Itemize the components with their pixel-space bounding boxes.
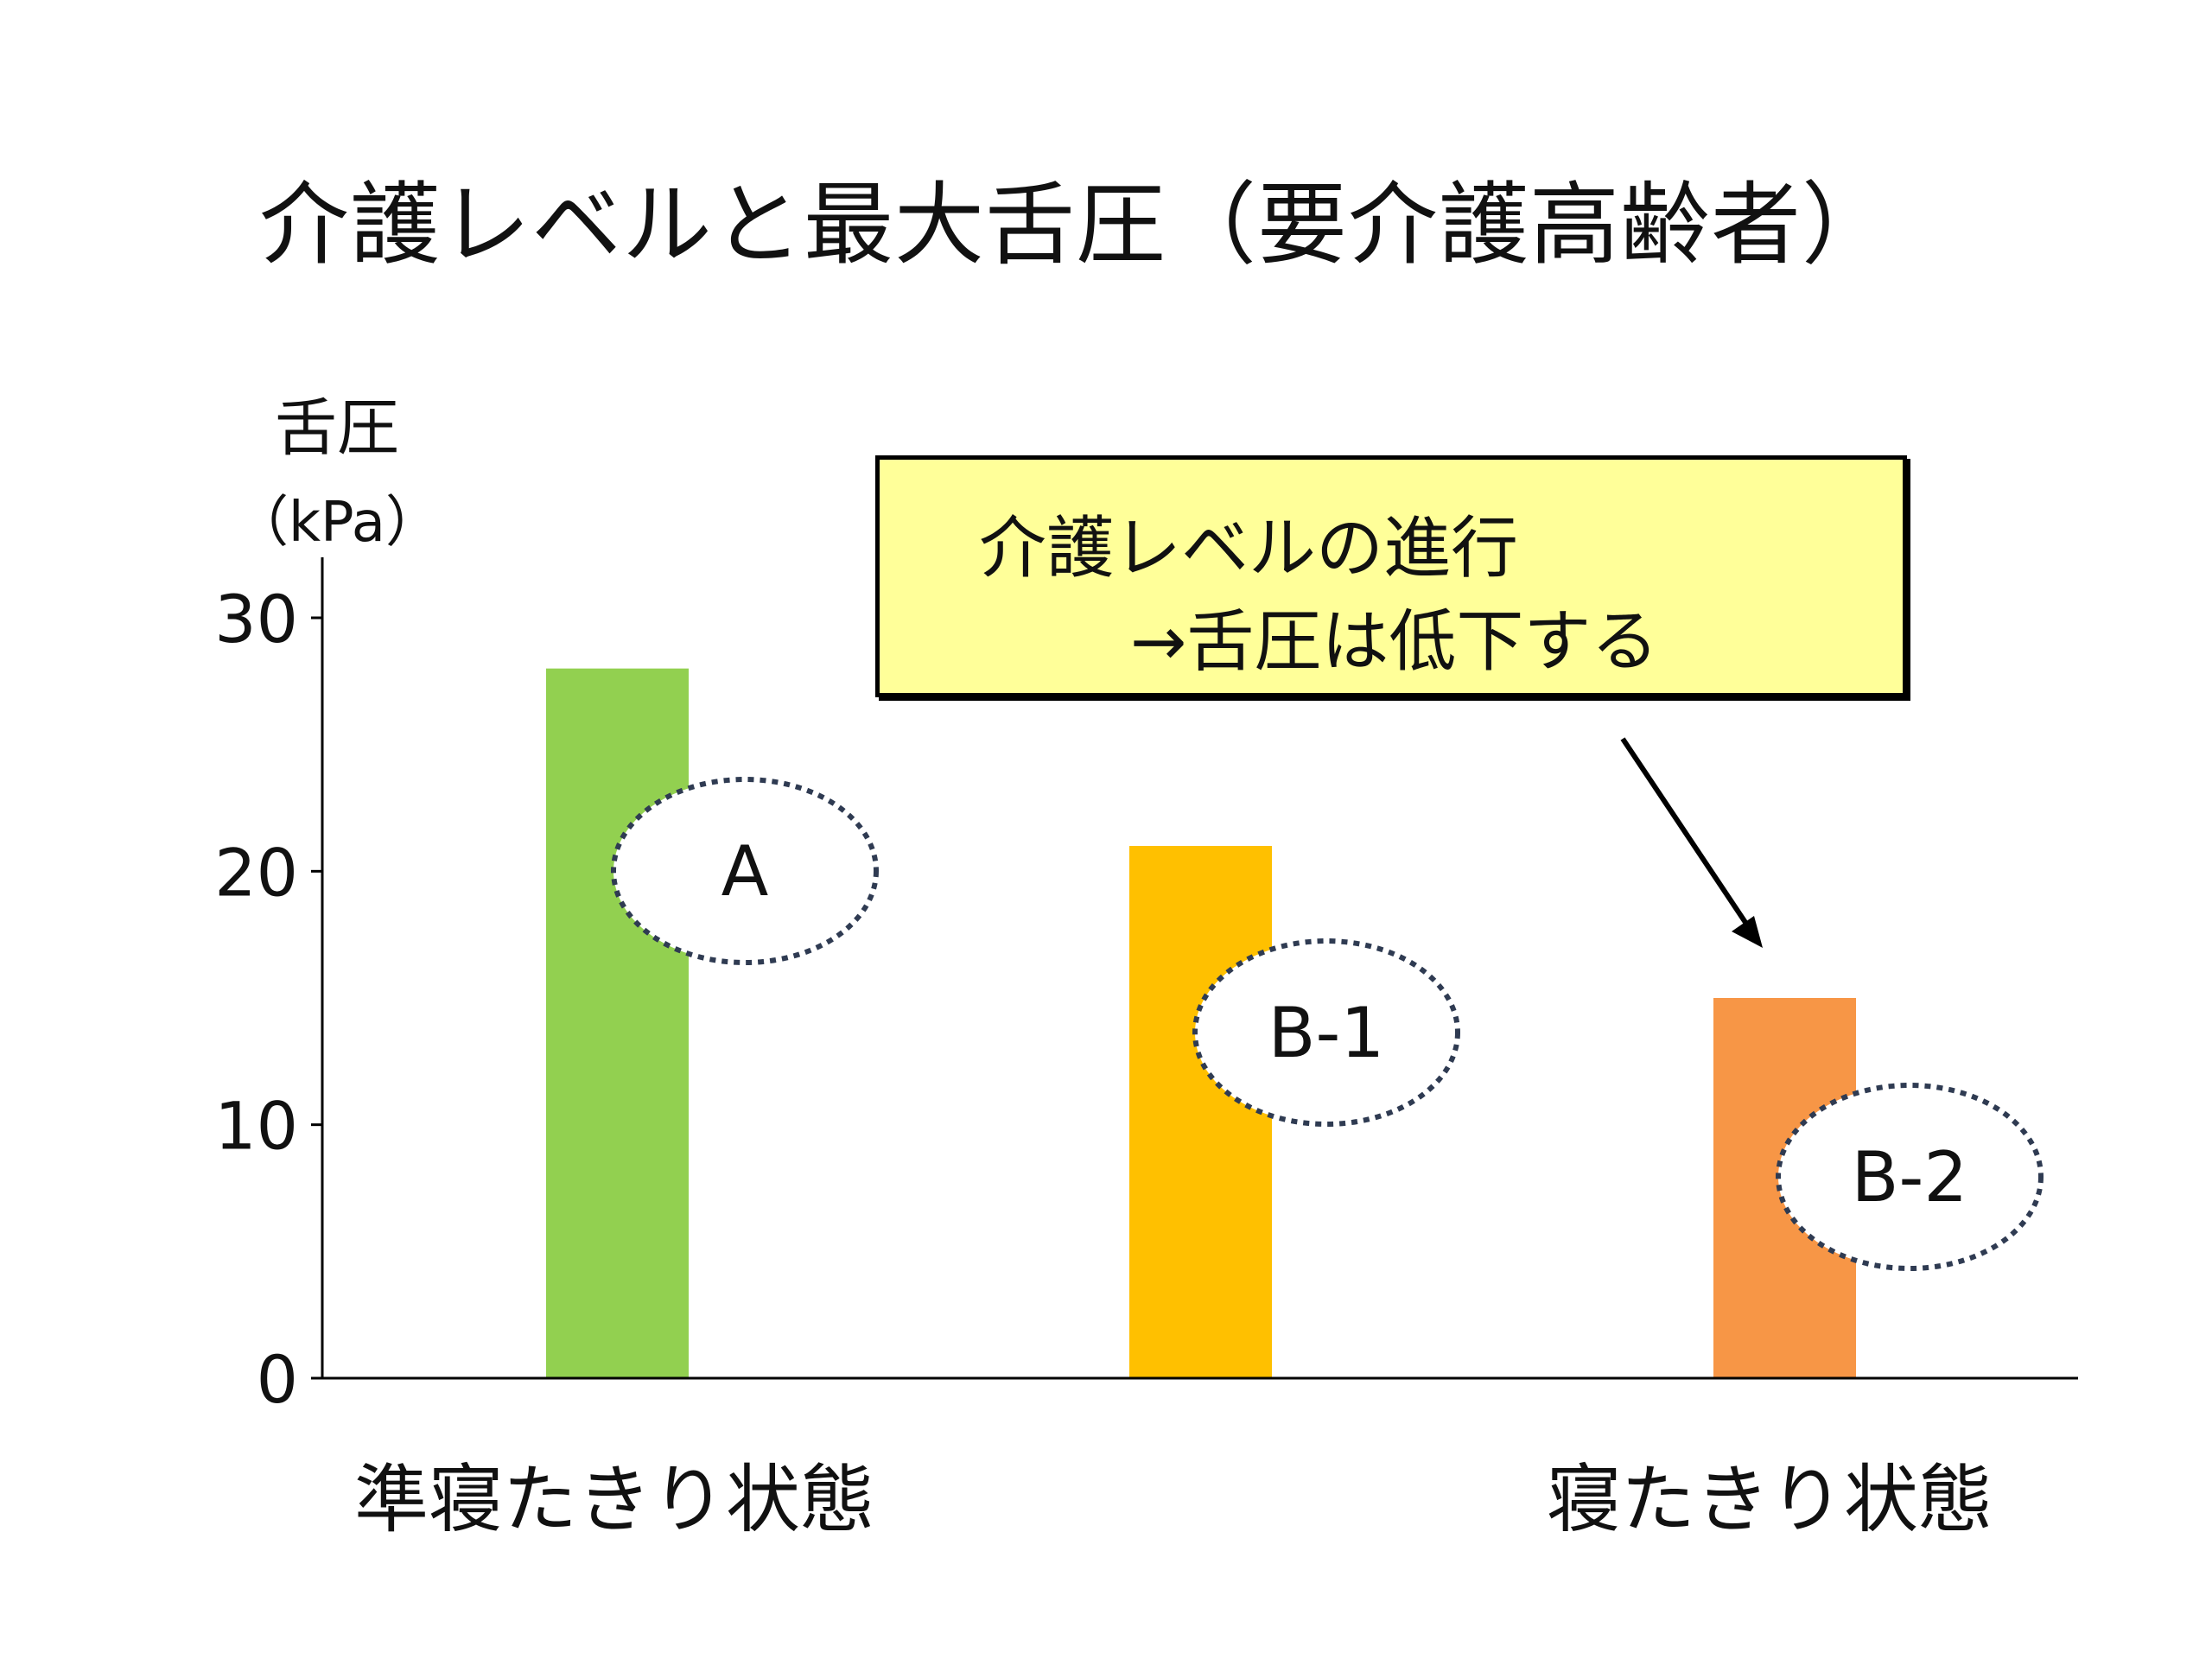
y-axis-title: 舌圧 bbox=[274, 391, 399, 464]
y-tick-label: 30 bbox=[214, 581, 298, 658]
x-category-label-right: 寝たきり状態 bbox=[1547, 1457, 1993, 1543]
y-tick-label: 20 bbox=[214, 834, 298, 911]
x-category-label-left: 準寝たきり状態 bbox=[354, 1457, 874, 1543]
bar-a bbox=[546, 668, 689, 1378]
y-axis-label: 舌圧 （kPa） bbox=[220, 380, 454, 570]
category-label-a: A bbox=[721, 831, 769, 912]
y-ticks-group: 0 10 20 30 bbox=[214, 581, 322, 1418]
annotation-arrowhead bbox=[1732, 916, 1763, 948]
y-axis-unit: （kPa） bbox=[233, 491, 441, 555]
y-tick-label: 0 bbox=[257, 1341, 298, 1418]
annotation-box: 介護レベルの進行 →舌圧は低下する bbox=[875, 455, 1907, 697]
chart-title: 介護レベルと最大舌圧（要介護高齢者） bbox=[259, 172, 1893, 277]
annotation-line-1: 介護レベルの進行 bbox=[979, 510, 1519, 588]
category-oval-b-1 bbox=[1192, 938, 1460, 1127]
category-oval-a bbox=[611, 777, 879, 965]
y-tick-label: 10 bbox=[214, 1088, 298, 1165]
category-label-b-2: B-2 bbox=[1852, 1137, 1968, 1217]
annotation-arrow bbox=[1620, 737, 1752, 931]
bar-b-1 bbox=[1129, 846, 1272, 1378]
category-oval-b-2 bbox=[1776, 1083, 2044, 1271]
annotation-line-2: →舌圧は低下する bbox=[1130, 603, 1659, 681]
category-labels-group: A B-1 B-2 bbox=[611, 777, 2044, 1271]
category-label-b-1: B-1 bbox=[1268, 993, 1385, 1073]
